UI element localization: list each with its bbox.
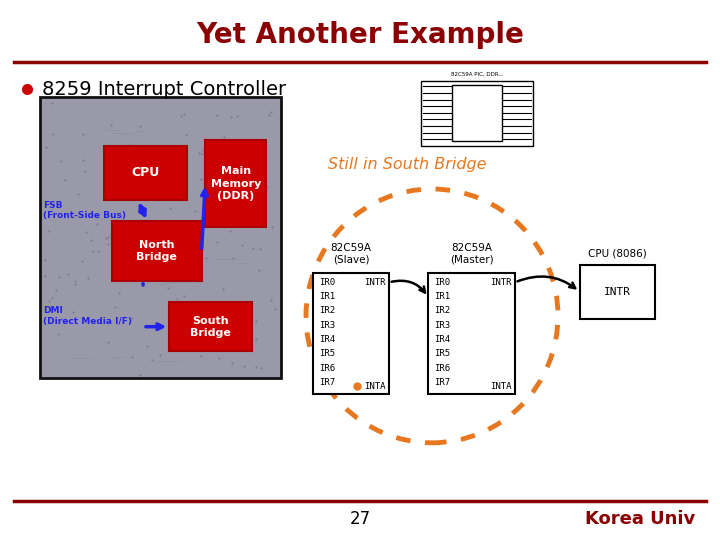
Text: Main
Memory
(DDR): Main Memory (DDR) [211,166,261,201]
Bar [452,85,502,141]
Text: Still in South Bridge: Still in South Bridge [328,157,486,172]
Text: IR7: IR7 [319,378,335,387]
Text: CPU: CPU [132,166,160,179]
Bar [205,140,266,227]
Text: IR4: IR4 [319,335,335,344]
Text: IR3: IR3 [319,321,335,330]
Text: IR0: IR0 [319,278,335,287]
Text: North
Bridge: North Bridge [136,240,177,262]
Text: IR5: IR5 [434,349,450,358]
Text: FSB
(Front-Side Bus): FSB (Front-Side Bus) [43,201,126,220]
Text: 82C59A PIC, DDR...: 82C59A PIC, DDR... [451,72,503,77]
Text: 82C59A
(Master): 82C59A (Master) [450,243,493,265]
Text: South
Bridge: South Bridge [190,315,231,338]
Bar [169,302,252,351]
Text: Korea Univ: Korea Univ [585,510,695,529]
Text: IR2: IR2 [319,307,335,315]
Text: 27: 27 [349,510,371,529]
Text: INTA: INTA [364,382,385,390]
Text: INTR: INTR [604,287,631,296]
Bar [580,265,655,319]
Text: IR4: IR4 [434,335,450,344]
Text: IR1: IR1 [434,292,450,301]
Text: IR5: IR5 [319,349,335,358]
Text: 8259 Interrupt Controller: 8259 Interrupt Controller [42,79,286,99]
Text: INTA: INTA [490,382,511,390]
Text: IR2: IR2 [434,307,450,315]
Bar [428,273,515,394]
Text: IR7: IR7 [434,378,450,387]
Text: DMI
(Direct Media I/F): DMI (Direct Media I/F) [43,306,132,326]
FancyBboxPatch shape [40,97,281,378]
Text: CPU (8086): CPU (8086) [588,248,647,258]
Bar [104,146,187,200]
Text: INTR: INTR [490,278,511,287]
Text: INTR: INTR [364,278,385,287]
Text: IR6: IR6 [434,363,450,373]
Text: IR0: IR0 [434,278,450,287]
Text: IR3: IR3 [434,321,450,330]
Bar [421,81,533,146]
Bar [313,273,389,394]
Text: IR6: IR6 [319,363,335,373]
Text: Yet Another Example: Yet Another Example [196,21,524,49]
Text: 82C59A
(Slave): 82C59A (Slave) [330,243,372,265]
Text: IR1: IR1 [319,292,335,301]
Bar [112,221,202,281]
